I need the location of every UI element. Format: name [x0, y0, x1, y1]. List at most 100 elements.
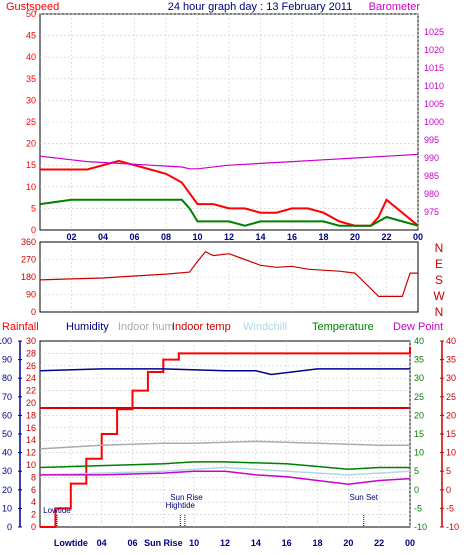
- panel1-x-tick: 14: [255, 232, 265, 242]
- panel1-left-tick: 45: [26, 31, 36, 41]
- legend-item-dew-point: Dew Point: [393, 321, 443, 333]
- panel3-annotation: Sun Set: [350, 493, 379, 502]
- panel3-series-rainfall: [40, 347, 411, 528]
- panel3-series-humidity: [39, 368, 410, 376]
- panel1-left-tick: 5: [31, 203, 36, 213]
- panel1-left-tick: 30: [26, 95, 36, 105]
- panel3-humidity-tick: 60: [2, 410, 12, 420]
- panel3-rain-tick: 20: [26, 398, 36, 408]
- panel2-y-tick: 180: [21, 272, 36, 282]
- panel3-annotation: Lowtide: [43, 506, 71, 515]
- panel3-rain-tick: 26: [26, 361, 36, 371]
- panel1-right-tick: 1005: [424, 99, 444, 109]
- panel3-x-tick: 14: [251, 538, 261, 548]
- panel3-x-tick: Sun Rise: [144, 538, 183, 548]
- panel1-x-tick: 22: [381, 232, 391, 242]
- panel3-temp-tick: 30: [414, 373, 424, 383]
- panel2-compass-label: W: [433, 289, 445, 303]
- panel3-indoor-temp-tick: 30: [446, 373, 456, 383]
- panel1-right-tick: 1010: [424, 81, 444, 91]
- panel1-left-tick: 20: [26, 139, 36, 149]
- panel3-x-tick: 16: [282, 538, 292, 548]
- panel3-temp-tick: 5: [414, 466, 419, 476]
- panel1-right-tick: 1000: [424, 117, 444, 127]
- panel3-x-tick: 00: [405, 538, 415, 548]
- panel3-humidity-tick: 100: [0, 336, 12, 346]
- panel1-x-tick: 04: [98, 232, 108, 242]
- panel3-rain-tick: 18: [26, 410, 36, 420]
- panel3-indoor-temp-tick: 35: [446, 355, 456, 365]
- panel1-left-tick: 50: [26, 9, 36, 19]
- panel3-humidity-tick: 70: [2, 392, 12, 402]
- panel1-right-tick: 980: [424, 189, 439, 199]
- panel3-humidity-tick: 30: [2, 466, 12, 476]
- panel3-rain-tick: 16: [26, 423, 36, 433]
- panel3-humidity-tick: 90: [2, 355, 12, 365]
- panel3-annotation: Hightide: [166, 501, 196, 510]
- panel3-rain-tick: 14: [26, 435, 36, 445]
- panel3-x-tick: 12: [220, 538, 230, 548]
- panel3-rain-tick: 10: [26, 460, 36, 470]
- panel3-rain-tick: 8: [31, 472, 36, 482]
- panel3-indoor-temp-tick: 20: [446, 410, 456, 420]
- panel1-x-tick: 08: [161, 232, 171, 242]
- panel1-x-tick: 00: [413, 232, 423, 242]
- panel3-x-tick: 18: [312, 538, 322, 548]
- panel1-x-tick: 12: [224, 232, 234, 242]
- panel3-x-tick: 10: [189, 538, 199, 548]
- panel1-right-tick: 1020: [424, 45, 444, 55]
- panel1-left-tick: 0: [31, 225, 36, 235]
- panel3-annotation: Sun Rise: [170, 493, 203, 502]
- panel3-x-tick: 22: [374, 538, 384, 548]
- panel3-x-tick: Lowtide: [54, 538, 88, 548]
- panel1-x-tick: 10: [192, 232, 202, 242]
- panel2-y-tick: 270: [21, 255, 36, 265]
- panel3-x-tick: 20: [343, 538, 353, 548]
- panel3-temp-tick: -5: [414, 503, 422, 513]
- panel3-temp-tick: 20: [414, 410, 424, 420]
- panel3-humidity-tick: 0: [7, 522, 12, 532]
- panel3-rain-tick: 12: [26, 448, 36, 458]
- panel1-x-tick: 18: [318, 232, 328, 242]
- panel3-temp-tick: 10: [414, 448, 424, 458]
- panel3-humidity-tick: 20: [2, 485, 12, 495]
- panel3-series-dew-point: [40, 470, 411, 485]
- panel3-rain-tick: 30: [26, 336, 36, 346]
- panel2-compass-label: S: [435, 273, 443, 287]
- panel3-indoor-temp-tick: 0: [446, 485, 451, 495]
- panel2-y-tick: 90: [26, 290, 36, 300]
- panel3-indoor-temp-tick: 15: [446, 429, 456, 439]
- panel3-temp-tick: 35: [414, 355, 424, 365]
- panel1-right-tick: 975: [424, 207, 439, 217]
- panel3-rain-tick: 28: [26, 348, 36, 358]
- panel3-rain-tick: 2: [31, 510, 36, 520]
- legend-item-rainfall: Rainfall: [2, 321, 39, 333]
- panel1-right-tick: 985: [424, 171, 439, 181]
- panel3-indoor-temp-tick: 10: [446, 448, 456, 458]
- panel3-temp-tick: -10: [414, 522, 427, 532]
- legend-item-windchill: Windchill: [243, 321, 287, 333]
- panel1-right-tick: 1015: [424, 63, 444, 73]
- panel1-left-axis-title: Gustspeed: [6, 1, 59, 13]
- panel3-rain-tick: 22: [26, 386, 36, 396]
- panel3-x-tick: 06: [127, 538, 137, 548]
- legend-item-indoor-hum: Indoor hum: [118, 321, 174, 333]
- panel3-humidity-tick: 40: [2, 448, 12, 458]
- panel3-indoor-temp-tick: 5: [446, 466, 451, 476]
- panel1-x-tick: 16: [287, 232, 297, 242]
- panel3-temp-tick: 0: [414, 485, 419, 495]
- panel1-right-axis-title: Barometer: [369, 1, 421, 13]
- panel2-compass-label: E: [435, 257, 443, 271]
- panel3-rain-tick: 0: [31, 522, 36, 532]
- panel1-right-tick: 995: [424, 135, 439, 145]
- panel3-humidity-tick: 50: [2, 429, 12, 439]
- panel2-series-wind-direction: [39, 250, 418, 297]
- panel3-series-indoor-hum: [39, 440, 410, 450]
- panel3-x-tick: 04: [97, 538, 107, 548]
- panel3-series-temperature: [39, 461, 410, 471]
- panel3-rain-tick: 4: [31, 497, 36, 507]
- legend-item-temperature: Temperature: [312, 321, 374, 333]
- chart-title: 24 hour graph day : 13 February 2011: [168, 1, 352, 13]
- panel1-left-tick: 15: [26, 160, 36, 170]
- panel3-humidity-tick: 10: [2, 503, 12, 513]
